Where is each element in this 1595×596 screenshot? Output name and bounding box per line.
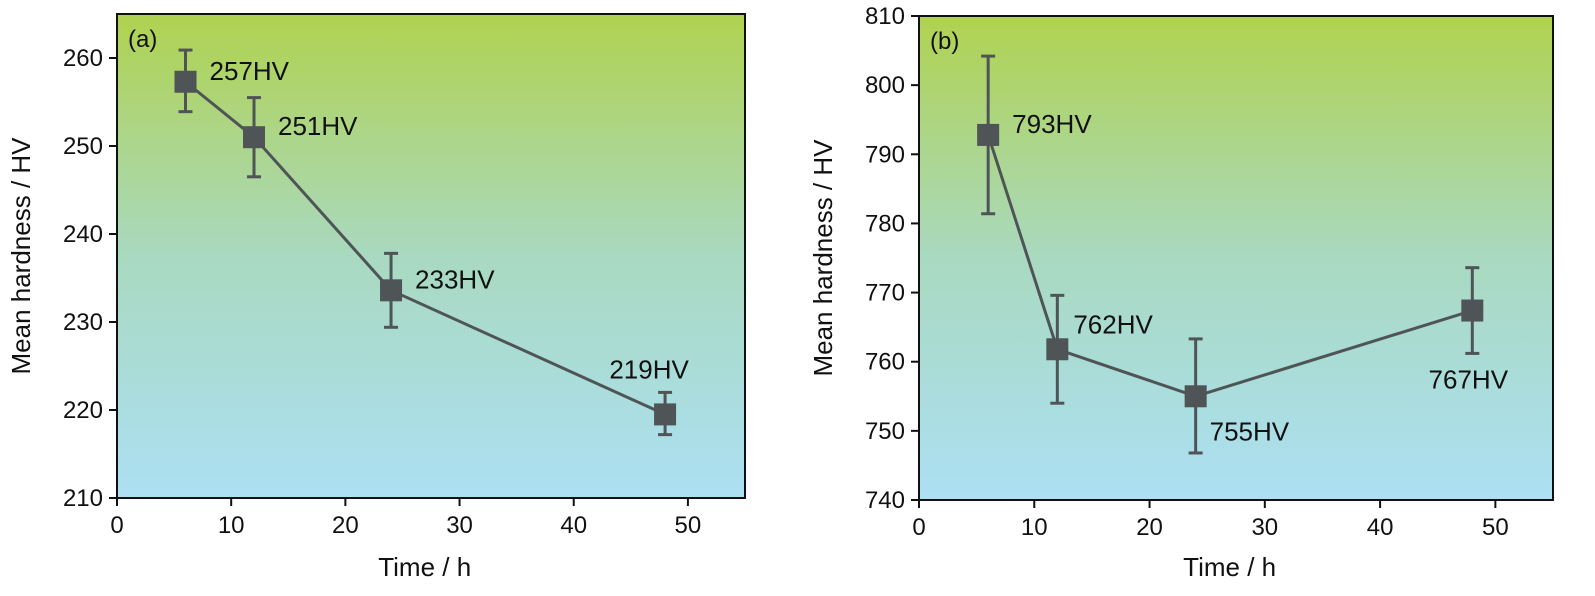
y-tick-label: 220 — [63, 397, 103, 424]
x-tick-label: 20 — [332, 512, 359, 539]
x-tick-label: 50 — [675, 512, 702, 539]
x-tick-label: 10 — [218, 512, 245, 539]
y-tick-label: 750 — [865, 418, 905, 445]
x-tick-label: 0 — [912, 514, 925, 541]
chart-panel-b: 0 10 20 30 40 50 740 750 760 770 780 790 800 810 Time … — [808, 3, 1554, 582]
y-tick-label: 810 — [865, 3, 905, 30]
panel-label: (b) — [930, 28, 959, 55]
y-tick-label: 210 — [63, 485, 103, 512]
data-point-marker — [380, 279, 403, 302]
chart-panel-a: 0 10 20 30 40 50 210 220 230 240 250 260 Time / h Mea… — [6, 13, 746, 582]
y-tick-label: 240 — [63, 221, 103, 248]
series-line — [986, 134, 1473, 398]
x-axis-title: Time / h — [378, 552, 471, 582]
data-label: 233HV — [415, 264, 495, 294]
data-label: 793HV — [1012, 109, 1092, 139]
data-label: 219HV — [609, 354, 689, 384]
data-point-marker — [1184, 385, 1207, 408]
data-point-marker — [1461, 299, 1484, 322]
data-label: 762HV — [1073, 309, 1153, 339]
y-axis-title: Mean hardness / HV — [808, 139, 838, 377]
data-point-marker — [977, 123, 1000, 146]
x-tick-label: 30 — [1251, 514, 1278, 541]
plot-area-background — [919, 16, 1553, 500]
data-point-marker — [243, 126, 266, 149]
plot-area-background — [117, 14, 745, 498]
plot-frame — [918, 15, 1554, 501]
x-tick-label: 0 — [110, 512, 123, 539]
y-tick-label: 260 — [63, 45, 103, 72]
y-tick-label: 790 — [865, 141, 905, 168]
data-label: 257HV — [210, 56, 290, 86]
plot-frame — [116, 13, 746, 499]
y-tick-label: 780 — [865, 210, 905, 237]
x-tick-label: 30 — [446, 512, 473, 539]
x-tick-label: 40 — [1367, 514, 1394, 541]
y-tick-label: 760 — [865, 349, 905, 376]
data-point-marker — [654, 403, 677, 426]
x-tick-label: 10 — [1021, 514, 1048, 541]
y-tick-label: 230 — [63, 309, 103, 336]
x-axis-title: Time / h — [1183, 552, 1276, 582]
y-tick-label: 250 — [63, 133, 103, 160]
data-label: 767HV — [1429, 365, 1509, 395]
y-tick-label: 770 — [865, 280, 905, 307]
series-line — [184, 80, 666, 416]
y-tick-label: 800 — [865, 72, 905, 99]
data-point-marker — [1046, 338, 1069, 361]
data-point-marker — [174, 70, 197, 93]
x-tick-label: 20 — [1136, 514, 1163, 541]
x-tick-label: 50 — [1482, 514, 1509, 541]
y-tick-label: 740 — [865, 487, 905, 514]
panel-label: (a) — [128, 26, 157, 53]
data-label: 755HV — [1210, 416, 1290, 446]
x-tick-label: 40 — [560, 512, 587, 539]
data-label: 251HV — [278, 111, 358, 141]
y-axis-title: Mean hardness / HV — [6, 137, 36, 375]
